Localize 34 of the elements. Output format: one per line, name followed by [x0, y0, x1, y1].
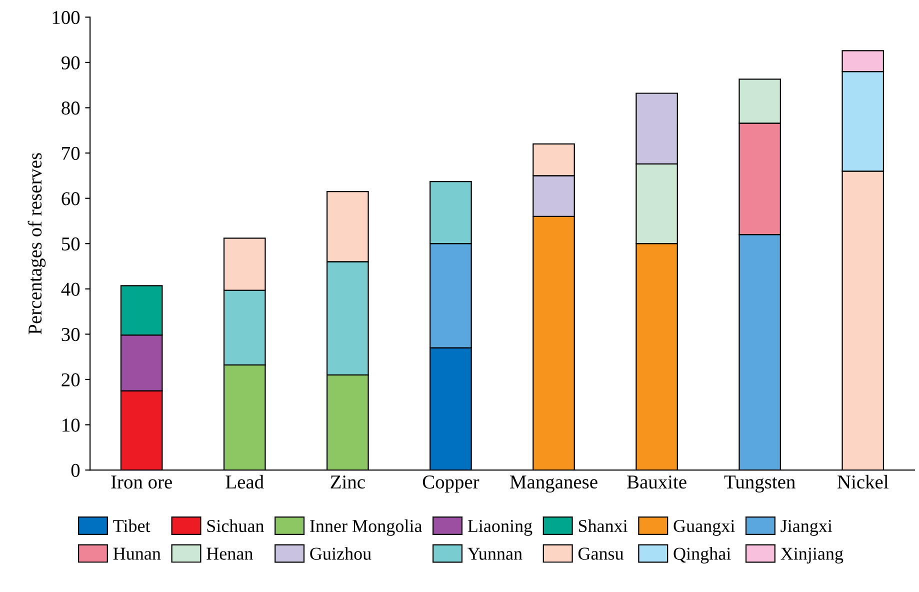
y-tick-label: 10 — [62, 418, 80, 432]
legend-label: Tibet — [113, 519, 150, 532]
y-tick-label: 100 — [52, 10, 80, 24]
y-tick-label: 90 — [62, 56, 80, 70]
legend-label: Guizhou — [310, 547, 372, 560]
x-tick-label: Manganese — [510, 476, 598, 493]
legend-label: Jiangxi — [780, 520, 832, 536]
legend-label: Hunan — [113, 548, 161, 560]
x-tick-label: Tungsten — [724, 476, 796, 493]
legend-label: Sichuan — [207, 519, 264, 532]
x-tick-label: Copper — [422, 476, 480, 493]
legend-label: Henan — [206, 548, 253, 560]
x-tick-label: Bauxite — [627, 476, 686, 489]
y-axis-title: Percentages of reserves — [28, 153, 46, 334]
y-tick-label: 70 — [62, 146, 80, 160]
legend-label: Qinghai — [674, 547, 731, 564]
y-tick-label: 60 — [62, 192, 80, 206]
y-tick-label: 80 — [62, 102, 80, 115]
legend-label: Liaoning — [468, 520, 532, 536]
legend-label: Gansu — [578, 548, 624, 560]
y-tick-label: 0 — [71, 464, 80, 477]
x-tick-label: Iron ore — [111, 476, 172, 489]
legend-label: Shanxi — [578, 519, 628, 532]
y-tick-label: 50 — [62, 237, 80, 251]
legend-label: Inner Mongolia — [310, 519, 422, 536]
y-tick-label: 40 — [61, 282, 80, 296]
legend-label: Yunnan — [468, 548, 522, 560]
x-tick-label: Nickel — [838, 474, 888, 489]
legend-label: Xinjiang — [780, 548, 844, 564]
x-tick-label: Lead — [226, 474, 264, 489]
x-tick-label: Zinc — [330, 476, 365, 489]
y-tick-label: 20 — [62, 373, 80, 386]
y-tick-label: 30 — [62, 328, 80, 342]
legend-label: Guangxi — [674, 520, 735, 536]
